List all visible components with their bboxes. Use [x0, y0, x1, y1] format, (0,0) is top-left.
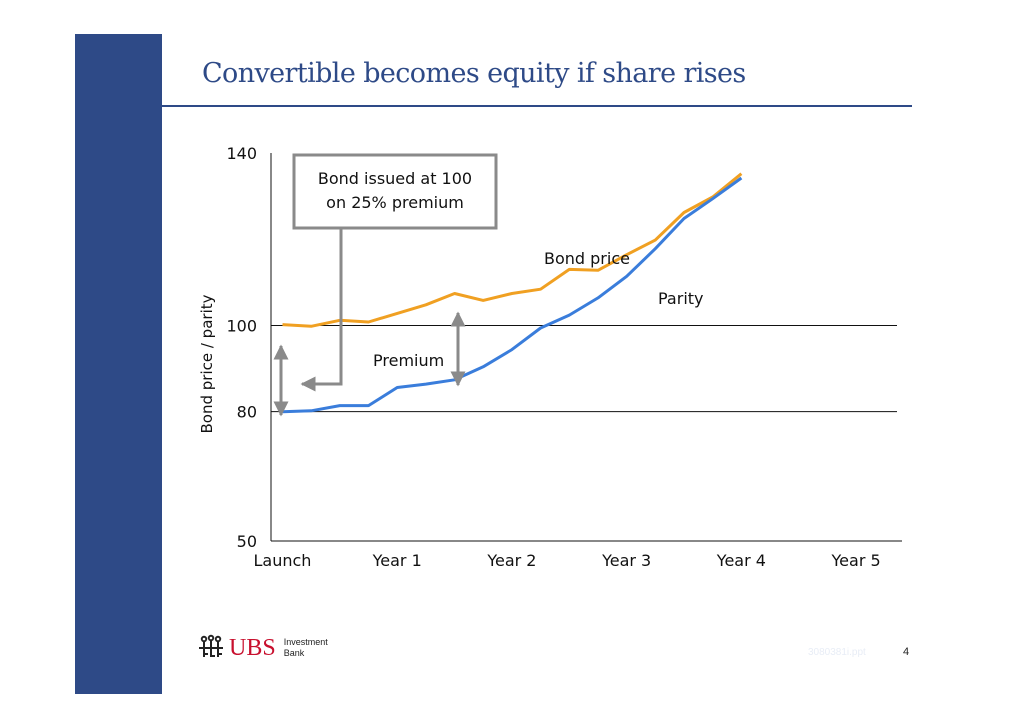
ubs-keys-icon — [199, 634, 223, 657]
slide-side-bar — [75, 34, 162, 694]
y-tick-label: 50 — [237, 532, 257, 551]
logo-subtitle: Investment Bank — [284, 637, 328, 659]
x-tick-label: Year 4 — [716, 551, 766, 570]
callout-line-2: on 25% premium — [326, 193, 464, 212]
series-line-bond-price — [282, 172, 743, 328]
series-line-parity — [282, 176, 743, 414]
bond-price-series-label: Bond price — [544, 249, 630, 268]
x-tick-label: Year 1 — [372, 551, 422, 570]
logo-subtitle-line-2: Bank — [283, 648, 305, 658]
logo-subtitle-line-1: Investment — [283, 637, 328, 647]
premium-label: Premium — [373, 351, 444, 370]
x-tick-label: Year 3 — [601, 551, 651, 570]
y-tick-label: 140 — [226, 144, 257, 163]
x-tick-label: Year 5 — [831, 551, 881, 570]
page-number: 4 — [903, 646, 910, 658]
title-rule — [100, 105, 912, 107]
callout-pointer-arrow — [300, 228, 343, 392]
y-axis-label: Bond price / parity — [198, 294, 216, 433]
y-tick-label: 100 — [226, 316, 257, 335]
callout-line-1: Bond issued at 100 — [318, 169, 472, 188]
callout-box — [292, 153, 498, 230]
slide-title: Convertible becomes equity if share rise… — [202, 58, 746, 89]
x-tick-label: Year 2 — [486, 551, 536, 570]
x-tick-label: Launch — [254, 551, 312, 570]
file-reference: 3080381i.ppt — [808, 647, 866, 658]
y-tick-label: 80 — [237, 403, 257, 422]
logo-wordmark: UBS — [229, 635, 276, 661]
parity-series-label: Parity — [658, 289, 704, 308]
ubs-logo: UBS Investment Bank — [196, 633, 328, 663]
